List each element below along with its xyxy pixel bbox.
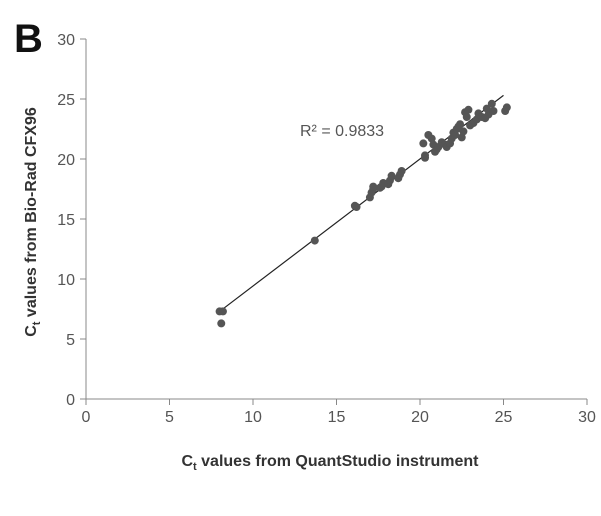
- y-ticks: 0 5 10 15 20 25 30: [57, 32, 86, 409]
- data-point: [482, 104, 491, 113]
- x-tick-label: 25: [495, 409, 513, 426]
- y-tick-label: 20: [57, 152, 75, 169]
- data-point: [502, 103, 511, 112]
- x-axis-title-c: C: [181, 453, 193, 470]
- y-tick-label: 30: [57, 32, 75, 49]
- data-point: [451, 131, 460, 139]
- data-point: [421, 151, 430, 160]
- axes: [85, 39, 587, 400]
- data-point: [387, 171, 396, 180]
- x-axis-title: Ct values from QuantStudio instrument: [181, 453, 479, 473]
- y-tick-label: 0: [66, 392, 75, 409]
- data-point: [217, 319, 226, 328]
- data-point: [456, 120, 465, 129]
- data-point: [487, 99, 496, 108]
- y-tick-label: 25: [57, 92, 75, 109]
- data-point: [457, 133, 466, 142]
- data-point: [419, 139, 428, 148]
- r-squared-annotation: R² = 0.9833: [300, 123, 384, 140]
- x-tick-label: 20: [411, 409, 429, 426]
- y-axis-title-rest: values from Bio-Rad CFX96: [23, 107, 40, 321]
- x-ticks: 0 5 10 15 20 25 30: [82, 399, 596, 426]
- data-point: [462, 113, 471, 121]
- data-point: [427, 134, 436, 143]
- data-point: [310, 236, 319, 245]
- y-axis-title: Ct values from Bio-Rad CFX96: [23, 107, 43, 337]
- data-point: [464, 105, 473, 114]
- x-axis-title-rest: values from QuantStudio instrument: [197, 453, 479, 470]
- x-tick-label: 15: [328, 409, 346, 426]
- y-tick-label: 15: [57, 212, 75, 229]
- points-group: [215, 99, 511, 328]
- x-tick-label: 30: [578, 409, 596, 426]
- data-point: [369, 182, 378, 191]
- y-axis-title-sub: t: [31, 321, 43, 325]
- data-point: [350, 201, 359, 210]
- data-point: [218, 307, 227, 316]
- x-axis-title-sub: t: [193, 461, 197, 473]
- panel-label: B: [14, 17, 43, 61]
- data-point: [489, 107, 498, 115]
- x-tick-label: 5: [165, 409, 174, 426]
- x-tick-label: 10: [244, 409, 262, 426]
- x-tick-label: 0: [82, 409, 91, 426]
- y-tick-label: 10: [57, 272, 75, 289]
- data-point: [397, 167, 406, 175]
- y-axis-title-c: C: [23, 325, 40, 337]
- y-tick-label: 5: [66, 332, 75, 349]
- data-point: [377, 182, 386, 191]
- data-point: [459, 127, 468, 136]
